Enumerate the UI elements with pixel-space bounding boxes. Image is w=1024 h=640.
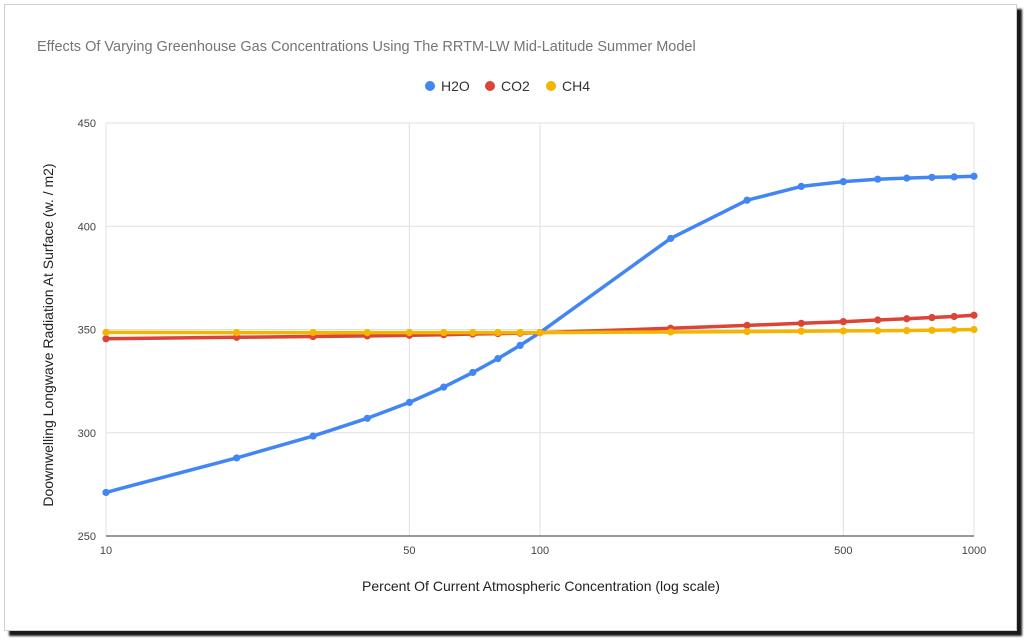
data-point-h2o	[928, 173, 936, 181]
data-point-ch4	[874, 327, 882, 335]
data-point-ch4	[516, 328, 524, 337]
data-point-h2o	[516, 341, 524, 350]
data-point-ch4	[440, 328, 448, 337]
data-point-h2o	[970, 172, 978, 180]
data-point-co2	[743, 321, 751, 329]
data-point-h2o	[494, 355, 502, 363]
data-point-h2o	[874, 175, 882, 183]
data-point-ch4	[950, 326, 958, 334]
legend-marker-co2	[485, 81, 495, 91]
legend-label-h2o: H2O	[441, 78, 470, 94]
data-point-co2	[903, 315, 911, 323]
series-ch4	[102, 325, 978, 337]
data-point-ch4	[743, 327, 751, 336]
chart-frame: Effects Of Varying Greenhouse Gas Concen…	[4, 4, 1017, 631]
data-point-h2o	[950, 173, 958, 181]
data-point-ch4	[903, 326, 911, 335]
data-point-h2o	[743, 196, 751, 204]
data-point-h2o	[797, 182, 805, 190]
data-point-h2o	[233, 454, 241, 462]
data-point-ch4	[233, 328, 241, 337]
data-point-h2o	[405, 398, 413, 406]
data-point-co2	[950, 312, 958, 321]
data-point-co2	[928, 313, 936, 322]
legend-marker-ch4	[546, 81, 556, 91]
legend-marker-h2o	[425, 81, 435, 91]
data-point-co2	[102, 335, 110, 343]
data-point-ch4	[928, 326, 936, 334]
data-point-h2o	[667, 234, 675, 243]
x-tick-label: 50	[403, 545, 415, 557]
data-point-ch4	[797, 327, 805, 335]
data-point-ch4	[363, 328, 371, 337]
x-tick-label: 1000	[962, 545, 986, 557]
data-point-h2o	[102, 488, 110, 497]
legend: H2O CO2 CH4	[425, 78, 590, 94]
data-point-h2o	[839, 178, 847, 186]
legend-label-ch4: CH4	[562, 78, 590, 94]
y-axis-label: Doownwelling Longwave Radiation At Surfa…	[40, 163, 56, 506]
data-point-co2	[797, 319, 805, 327]
data-point-ch4	[469, 328, 477, 337]
chart-title: Effects Of Varying Greenhouse Gas Concen…	[37, 39, 696, 55]
x-tick-label: 100	[531, 545, 549, 557]
y-axis-ticks: 250 300 350 400 450	[78, 118, 96, 543]
data-point-ch4	[536, 328, 544, 337]
y-tick-label: 400	[78, 221, 96, 233]
data-point-h2o	[363, 414, 371, 422]
y-tick-label: 250	[78, 531, 96, 543]
data-point-co2	[970, 311, 978, 319]
data-point-co2	[874, 316, 882, 324]
data-point-h2o	[309, 432, 317, 440]
data-point-ch4	[970, 325, 978, 334]
data-point-h2o	[903, 174, 911, 182]
x-tick-label: 500	[834, 545, 852, 557]
data-point-ch4	[839, 327, 847, 335]
x-axis-ticks: 10 50 100 500 1000	[100, 545, 986, 557]
data-point-ch4	[102, 328, 110, 336]
series-group	[102, 172, 978, 497]
data-point-h2o	[469, 368, 477, 377]
data-point-ch4	[667, 328, 675, 336]
data-point-ch4	[309, 328, 317, 337]
data-point-ch4	[405, 328, 413, 337]
y-tick-label: 300	[78, 428, 96, 440]
data-point-h2o	[440, 383, 448, 391]
x-tick-label: 10	[100, 545, 112, 557]
line-chart: Effects Of Varying Greenhouse Gas Concen…	[37, 39, 986, 594]
data-point-ch4	[494, 328, 502, 337]
y-tick-label: 350	[78, 325, 96, 337]
x-axis-label: Percent Of Current Atmospheric Concentra…	[362, 578, 720, 594]
legend-label-co2: CO2	[501, 78, 530, 94]
y-tick-label: 450	[78, 118, 96, 130]
data-point-co2	[839, 318, 847, 326]
